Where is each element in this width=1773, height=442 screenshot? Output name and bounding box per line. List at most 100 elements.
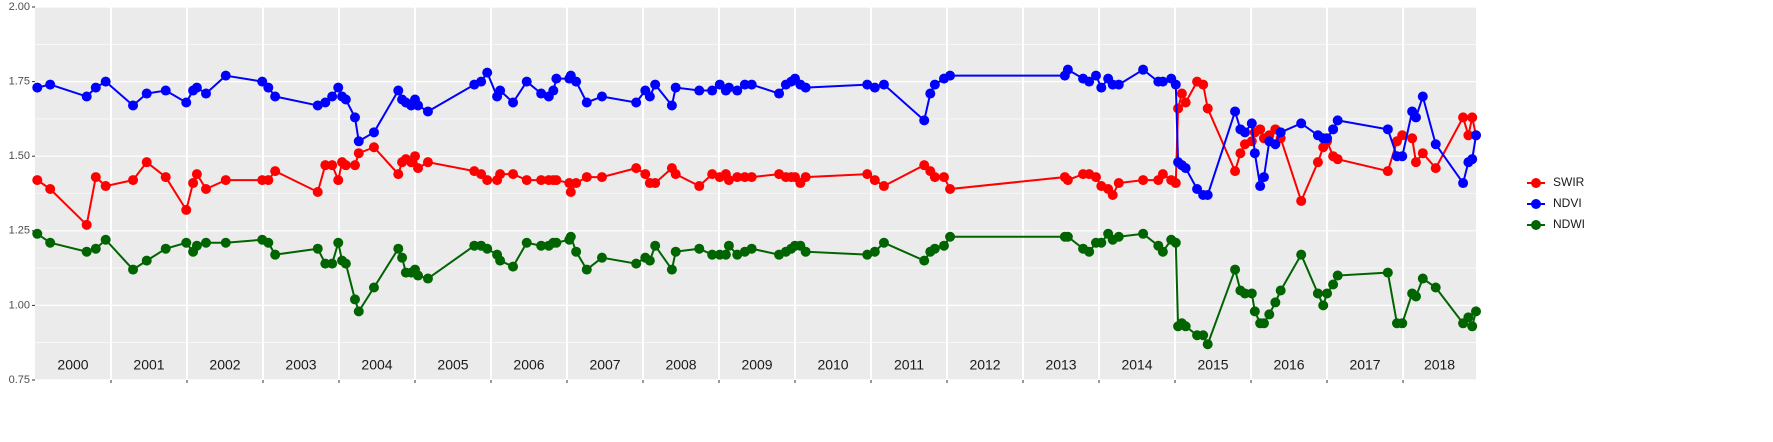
year-label: 2001 [133,357,164,373]
data-point [919,255,930,266]
year-label: 2015 [1197,357,1228,373]
data-point [1417,273,1428,284]
data-point [1397,151,1408,162]
data-point [128,175,139,186]
year-label: 2007 [589,357,620,373]
data-point [508,169,519,180]
data-point [521,76,532,87]
data-point [1332,115,1343,126]
year-label: 2004 [361,357,392,373]
data-point [536,240,547,251]
data-point [1410,112,1421,123]
data-point [191,82,202,93]
data-point [1198,79,1209,90]
data-point [413,270,424,281]
data-point [732,172,743,183]
data-point [45,237,56,248]
data-point [368,282,379,293]
data-point [746,172,757,183]
data-point [1322,288,1333,299]
data-point [482,175,493,186]
data-point [1407,133,1418,144]
data-point [508,97,519,108]
data-point [1255,124,1266,135]
data-point [201,184,212,195]
year-label: 2000 [57,357,88,373]
y-tick-label: 1.50 [9,150,30,162]
data-point [1084,246,1095,257]
data-point [482,67,493,78]
data-point [1296,195,1307,206]
data-point [495,169,506,180]
y-tick-label: 1.75 [9,76,30,88]
data-point [1410,157,1421,168]
data-point [1410,291,1421,302]
data-point [340,160,351,171]
data-point [263,237,274,248]
data-point [1235,148,1246,159]
data-point [333,82,344,93]
data-point [1198,330,1209,341]
data-point [878,237,889,248]
data-point [1246,136,1257,147]
data-point [1296,249,1307,260]
data-point [670,82,681,93]
data-point [141,255,152,266]
data-point [1230,264,1241,275]
data-point [746,243,757,254]
data-point [1467,112,1478,123]
data-point [32,175,43,186]
data-point [191,169,202,180]
data-point [551,175,562,186]
year-label: 2010 [817,357,848,373]
data-point [666,264,677,275]
data-point [1230,106,1241,117]
data-point [1463,130,1474,141]
data-point [631,163,642,174]
data-point [1467,154,1478,165]
data-point [938,172,949,183]
data-point [327,160,338,171]
data-point [1180,321,1191,332]
data-point [1397,130,1408,141]
data-point [1417,91,1428,102]
data-point [581,97,592,108]
data-point [1249,148,1260,159]
data-point [650,178,661,189]
data-point [869,175,880,186]
data-point [349,294,360,305]
year-label: 2005 [437,357,468,373]
data-point [1239,288,1250,299]
year-label: 2013 [1045,357,1076,373]
data-point [800,82,811,93]
data-point [1138,228,1149,239]
data-point [571,76,582,87]
legend-label: NDVI [1553,196,1582,210]
data-point [1180,163,1191,174]
data-point [723,175,734,186]
data-point [694,181,705,192]
data-point [521,175,532,186]
data-point [263,82,274,93]
data-point [201,237,212,248]
data-point [1312,288,1323,299]
data-point [596,172,607,183]
data-point [1328,124,1339,135]
year-label: 2018 [1424,357,1455,373]
data-point [1107,189,1118,200]
data-point [353,136,364,147]
year-label: 2017 [1349,357,1380,373]
data-point [1258,318,1269,329]
data-point [1084,76,1095,87]
data-point [270,249,281,260]
data-point [644,91,655,102]
data-point [739,172,750,183]
data-point [495,85,506,96]
data-point [732,85,743,96]
data-point [739,79,750,90]
data-point [1417,148,1428,159]
data-point [581,264,592,275]
data-point [263,175,274,186]
data-point [1318,300,1329,311]
